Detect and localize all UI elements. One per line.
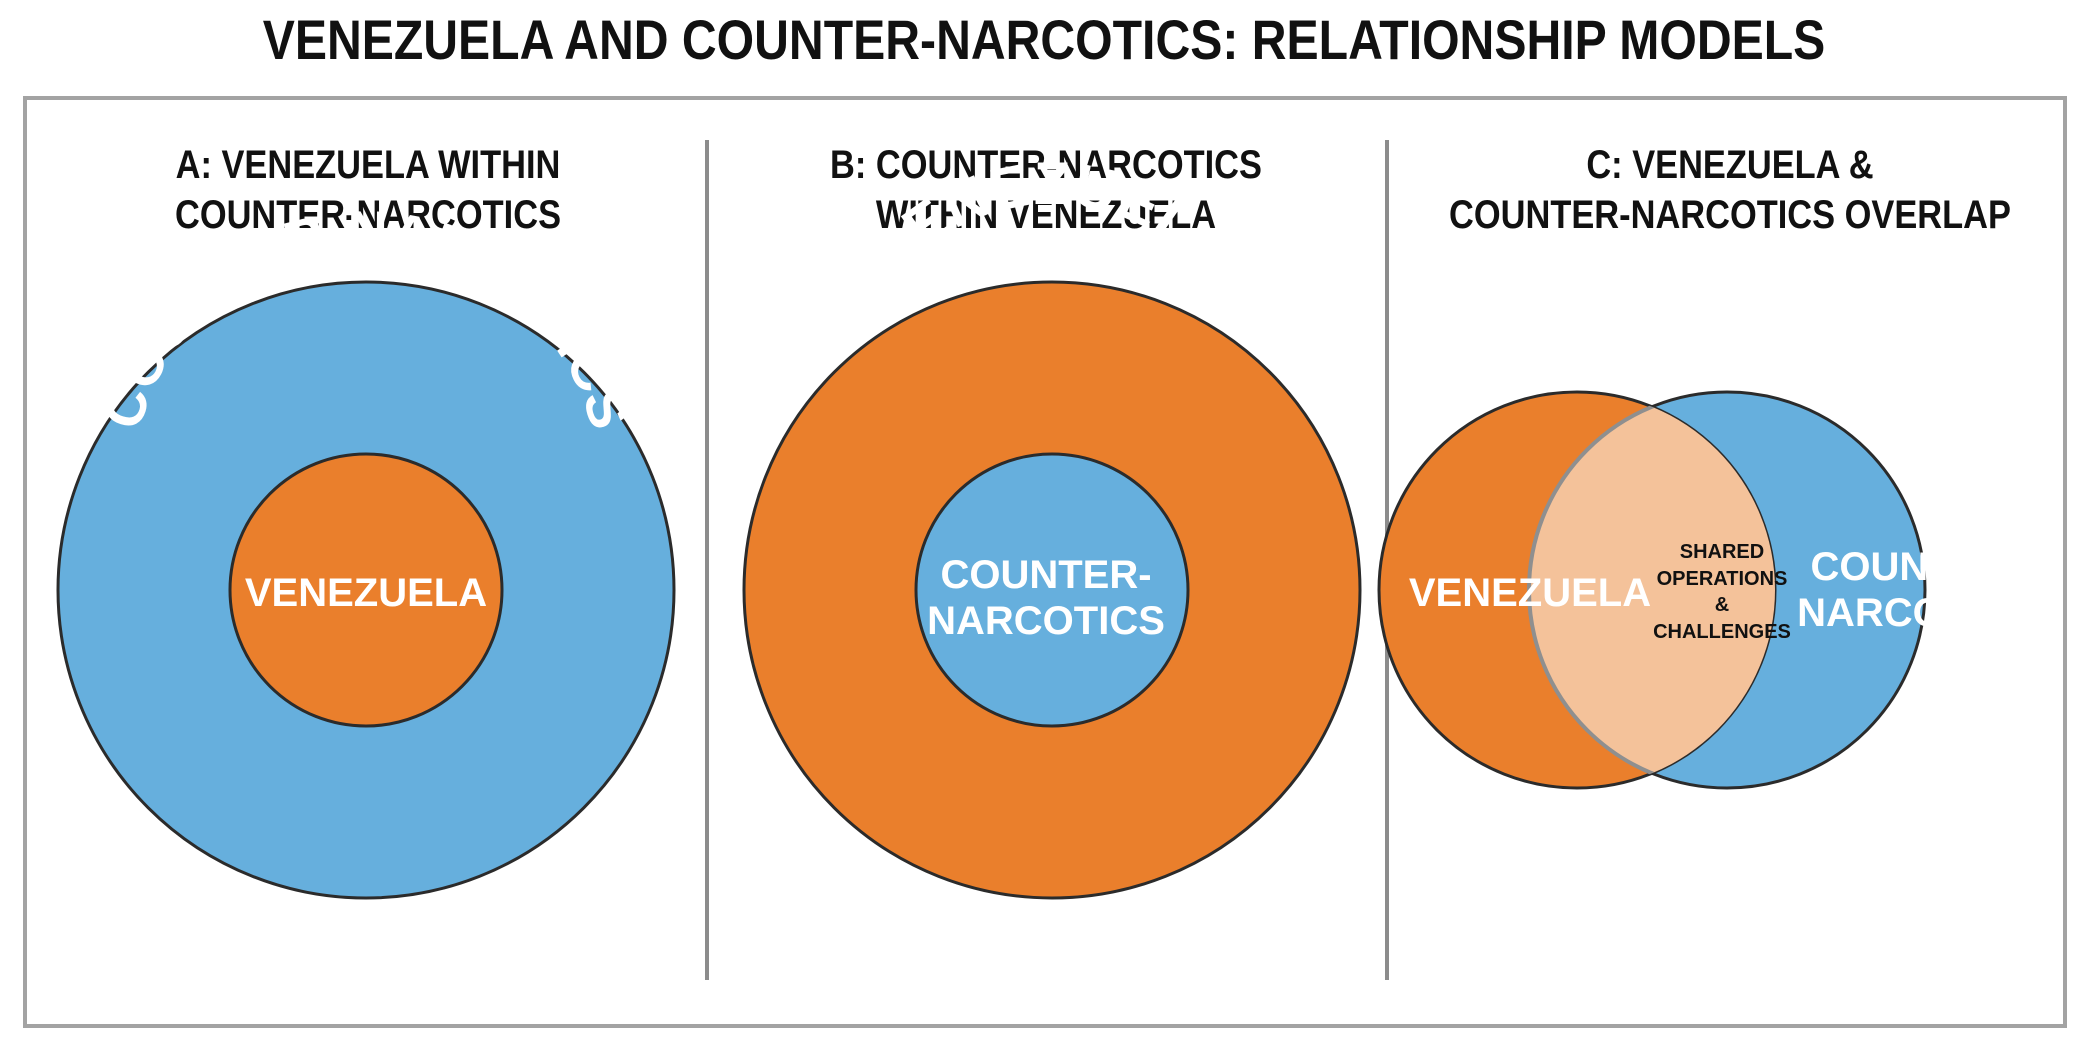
panel-b-diagram: VENEZUELA COUNTER- NARCOTICS [742,150,1362,900]
venezuela-inner-circle [228,452,504,728]
panel-a-title: A: VENEZUELA WITHIN COUNTER-NARCOTICS [84,140,652,240]
panel-b-title: B: COUNTER-NARCOTICS WITHIN VENEZUELA [762,140,1330,240]
overlap-label-line-3: & [1715,594,1729,616]
counter-narcotics-inner-label-line-2: NARCOTICS [927,599,1165,643]
panel-a-title-line-2: COUNTER-NARCOTICS [174,193,562,237]
counter-narcotics-circle-label-line-2: NARCOTICS [1797,591,2035,635]
counter-narcotics-circle-label-line-1: COUNTER- [1810,545,2021,589]
panel-a-diagram: COUNTER-NARCOTICS VENEZUELA [56,199,676,900]
venezuela-arc-label: VENEZUELA [855,150,1249,291]
panel-c-title: C: VENEZUELA & COUNTER-NARCOTICS OVERLAP [1446,140,2014,240]
panel-divider-1 [705,140,709,980]
counter-narcotics-inner-circle [914,452,1190,728]
overlap-label-line-2: OPERATIONS [1657,568,1788,590]
venezuela-inner-label: VENEZUELA [245,571,487,615]
venezuela-circle-label: VENEZUELA [1409,571,1651,615]
panel-c-title-line-2: COUNTER-NARCOTICS OVERLAP [1449,193,2011,237]
panel-b-title-line-2: WITHIN VENEZUELA [875,193,1217,237]
panel-c-title-line-1: C: VENEZUELA & [1586,143,1874,187]
panel-c-diagram: VENEZUELA COUNTER- NARCOTICS SHARED OPER… [1377,390,2035,790]
panel-a-title-line-1: A: VENEZUELA WITHIN [175,143,561,187]
panel-b-title-line-1: B: COUNTER-NARCOTICS [830,143,1262,187]
page-title: VENEZUELA AND COUNTER-NARCOTICS: RELATIO… [262,8,1826,71]
overlap-label-line-1: SHARED [1680,541,1764,563]
counter-narcotics-inner-label-line-1: COUNTER- [940,553,1151,597]
overlap-label-line-4: CHALLENGES [1653,621,1791,643]
overlap-region [1527,392,1775,788]
